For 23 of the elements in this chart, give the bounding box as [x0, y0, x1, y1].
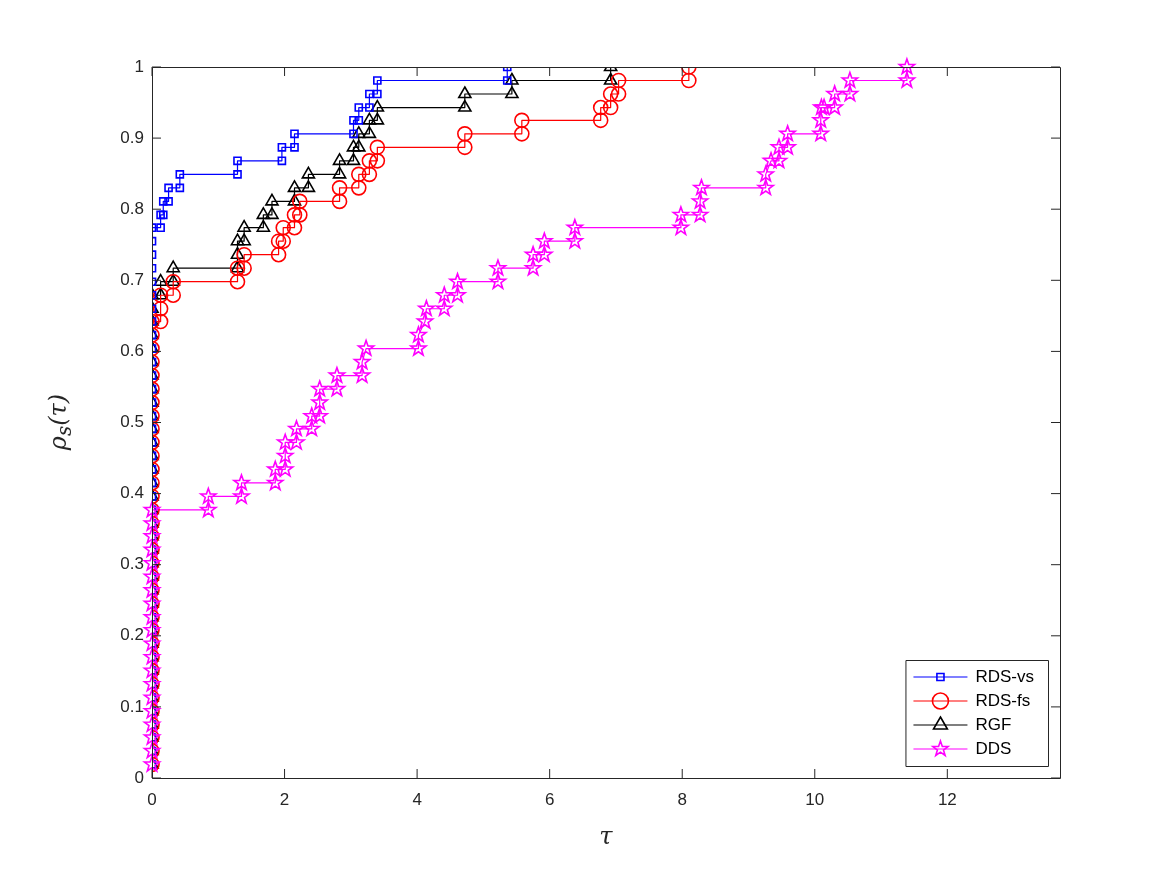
- x-tick-label: 2: [279, 789, 290, 809]
- y-tick-label: 0.5: [120, 412, 144, 432]
- legend-label: RDS-vs: [975, 666, 1035, 686]
- x-tick-label: 0: [147, 789, 157, 809]
- y-tick-label: 0.3: [120, 554, 144, 574]
- legend-label: RDS-fs: [975, 690, 1031, 710]
- y-tick-label: 0.2: [120, 625, 144, 645]
- x-tick-label: 6: [544, 789, 555, 809]
- legend-label: RGF: [975, 714, 1012, 734]
- y-tick-label: 0.9: [120, 127, 144, 147]
- y-tick-label: 0.8: [120, 198, 144, 218]
- y-tick-label: 1: [134, 56, 144, 76]
- x-tick-label: 10: [805, 789, 825, 809]
- x-tick-label: 8: [677, 789, 687, 809]
- legend-label: DDS: [975, 738, 1012, 758]
- y-tick-label: 0.7: [120, 269, 144, 289]
- x-tick-label: 12: [937, 789, 957, 809]
- y-tick-label: 0.4: [120, 483, 144, 503]
- x-tick-label: 4: [412, 789, 422, 809]
- y-tick-label: 0: [134, 767, 144, 787]
- y-tick-label: 0.6: [120, 341, 144, 361]
- y-tick-label: 0.1: [120, 696, 144, 716]
- x-axis-title: τ: [598, 822, 614, 850]
